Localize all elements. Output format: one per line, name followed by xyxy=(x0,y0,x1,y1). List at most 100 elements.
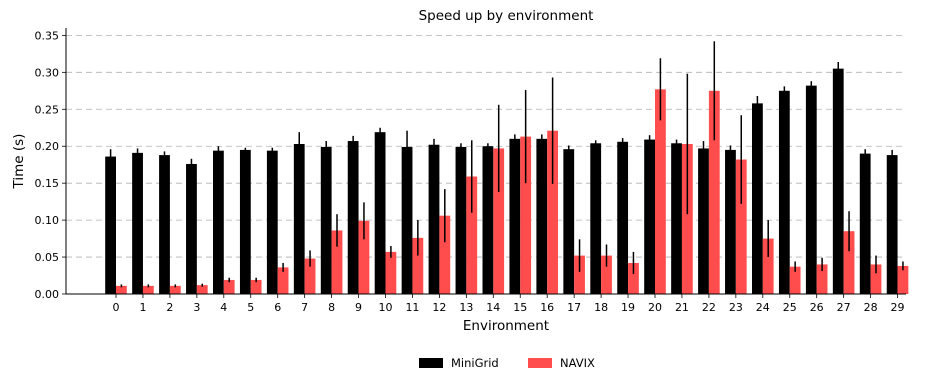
x-tick-label: 17 xyxy=(567,301,581,314)
bar-navix-0 xyxy=(116,285,127,294)
bar-navix-29 xyxy=(897,265,909,294)
bar-minigrid-7 xyxy=(293,144,305,294)
bar-navix-1 xyxy=(142,285,154,294)
bar-navix-8 xyxy=(331,230,343,294)
x-tick-label: 25 xyxy=(783,301,797,314)
legend-swatch-minigrid xyxy=(419,358,443,368)
bar-minigrid-14 xyxy=(482,146,494,294)
x-tick-label: 16 xyxy=(540,301,554,314)
bar-minigrid-18 xyxy=(590,143,602,294)
bar-minigrid-20 xyxy=(644,139,655,294)
bar-minigrid-15 xyxy=(509,138,521,294)
bar-navix-2 xyxy=(169,285,181,294)
bar-navix-28 xyxy=(870,264,882,294)
x-tick-label: 6 xyxy=(274,301,281,314)
y-tick-label: 0.05 xyxy=(35,251,60,264)
x-tick-label: 29 xyxy=(891,301,905,314)
bar-navix-25 xyxy=(789,266,801,294)
bar-minigrid-9 xyxy=(347,141,359,294)
x-tick-label: 11 xyxy=(405,301,419,314)
bar-navix-27 xyxy=(843,231,855,294)
axes: 0.000.050.100.150.200.250.300.350 1 2 3 4 5 6 7… xyxy=(35,28,906,314)
y-tick-label: 0.15 xyxy=(35,177,60,190)
bar-minigrid-27 xyxy=(832,68,844,294)
legend-label-minigrid: MiniGrid xyxy=(451,356,499,370)
x-tick-label: 19 xyxy=(621,301,635,314)
y-tick-label: 0.00 xyxy=(35,288,60,301)
bar-minigrid-3 xyxy=(186,163,197,294)
x-tick-label: 5 xyxy=(247,301,254,314)
x-tick-label: 2 xyxy=(166,301,173,314)
bar-minigrid-26 xyxy=(805,85,817,294)
bar-navix-11 xyxy=(412,237,424,294)
error-bars xyxy=(109,41,904,288)
bar-minigrid-4 xyxy=(213,150,224,294)
bar-navix-14 xyxy=(493,148,505,294)
x-tick-label: 3 xyxy=(193,301,200,314)
bar-navix-9 xyxy=(358,220,370,294)
x-tick-label: 0 xyxy=(113,301,120,314)
x-tick-label: 10 xyxy=(379,301,393,314)
y-tick-label: 0.25 xyxy=(35,103,60,116)
bar-navix-6 xyxy=(277,267,289,294)
bar-minigrid-8 xyxy=(320,146,332,294)
bar-navix-13 xyxy=(466,176,478,294)
x-tick-label: 20 xyxy=(648,301,662,314)
bar-minigrid-21 xyxy=(671,143,682,294)
legend: MiniGrid NAVIX xyxy=(419,356,595,370)
bar-navix-10 xyxy=(385,251,397,294)
bar-navix-5 xyxy=(250,279,262,294)
bar-minigrid-24 xyxy=(752,103,763,294)
bar-minigrid-10 xyxy=(374,132,386,294)
bar-navix-24 xyxy=(762,238,774,294)
bar-minigrid-28 xyxy=(859,153,871,294)
legend-swatch-navix xyxy=(528,358,552,368)
x-tick-label: 8 xyxy=(328,301,335,314)
legend-label-navix: NAVIX xyxy=(560,356,595,370)
bar-minigrid-6 xyxy=(266,150,278,294)
bar-navix-22 xyxy=(708,90,720,294)
bar-minigrid-0 xyxy=(105,156,116,294)
bar-minigrid-23 xyxy=(725,149,736,294)
bar-navix-7 xyxy=(304,258,316,294)
x-tick-label: 21 xyxy=(675,301,689,314)
bar-minigrid-25 xyxy=(778,90,790,294)
bar-navix-19 xyxy=(628,262,639,294)
x-tick-label: 4 xyxy=(220,301,227,314)
y-tick-label: 0.10 xyxy=(35,214,60,227)
bar-minigrid-13 xyxy=(455,146,467,294)
bar-minigrid-2 xyxy=(159,155,170,294)
bar-minigrid-16 xyxy=(536,138,548,294)
bar-navix-18 xyxy=(601,255,612,294)
bar-navix-17 xyxy=(574,255,585,294)
x-tick-label: 1 xyxy=(139,301,146,314)
bar-navix-26 xyxy=(816,264,828,294)
y-tick-label: 0.35 xyxy=(35,29,60,42)
bar-minigrid-29 xyxy=(886,155,898,294)
y-tick-label: 0.30 xyxy=(35,66,60,79)
x-tick-label: 26 xyxy=(810,301,824,314)
bar-minigrid-11 xyxy=(401,146,413,294)
x-tick-label: 18 xyxy=(594,301,608,314)
bar-navix-16 xyxy=(547,130,558,294)
bar-minigrid-12 xyxy=(428,144,440,294)
x-tick-label: 24 xyxy=(756,301,770,314)
x-tick-label: 28 xyxy=(864,301,878,314)
bar-minigrid-1 xyxy=(132,152,143,294)
bar-navix-23 xyxy=(735,159,747,294)
x-tick-label: 13 xyxy=(459,301,473,314)
bars xyxy=(105,68,909,294)
bar-navix-4 xyxy=(223,279,235,294)
x-tick-label: 7 xyxy=(301,301,308,314)
bar-navix-21 xyxy=(681,144,693,294)
x-tick-label: 14 xyxy=(486,301,500,314)
x-tick-label: 22 xyxy=(702,301,716,314)
x-tick-label: 27 xyxy=(837,301,851,314)
bar-minigrid-17 xyxy=(563,149,575,294)
bar-navix-3 xyxy=(196,285,208,294)
x-tick-label: 12 xyxy=(432,301,446,314)
y-axis-label: Time (s) xyxy=(11,134,27,190)
bar-navix-12 xyxy=(439,215,451,294)
x-tick-label: 23 xyxy=(729,301,743,314)
